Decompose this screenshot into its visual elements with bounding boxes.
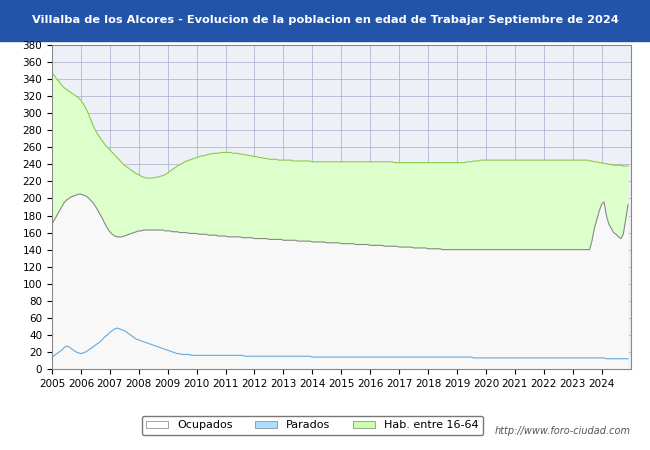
Text: Villalba de los Alcores - Evolucion de la poblacion en edad de Trabajar Septiemb: Villalba de los Alcores - Evolucion de l…: [32, 15, 618, 25]
Legend: Ocupados, Parados, Hab. entre 16-64: Ocupados, Parados, Hab. entre 16-64: [142, 416, 483, 435]
Text: http://www.foro-ciudad.com: http://www.foro-ciudad.com: [495, 427, 630, 436]
